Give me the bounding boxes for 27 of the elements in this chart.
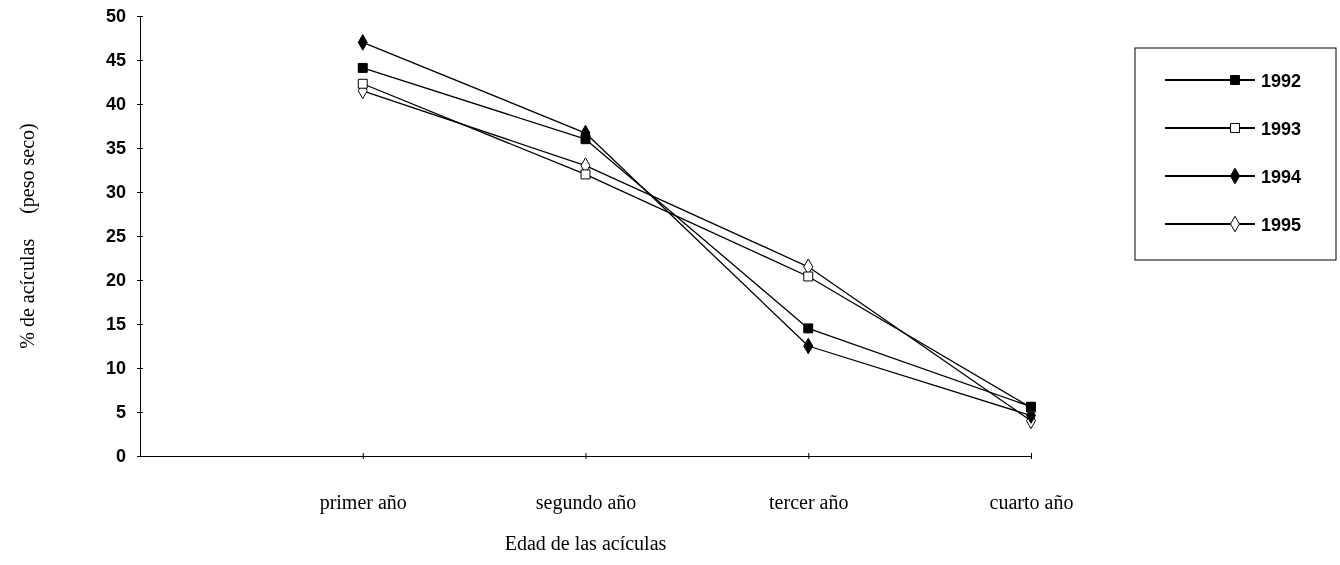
x-tick-label: cuarto año xyxy=(989,491,1074,513)
y-tick-label: 35 xyxy=(105,138,126,159)
point xyxy=(803,271,814,282)
point xyxy=(803,323,814,334)
point xyxy=(357,78,368,89)
legend-label: 1992 xyxy=(1261,71,1302,91)
y-axis-title: % de acículas (peso seco) xyxy=(16,123,39,349)
y-tick-label: 40 xyxy=(105,94,126,115)
y-tick-label: 30 xyxy=(105,182,126,203)
legend-label: 1994 xyxy=(1261,167,1302,187)
x-tick-label: segundo año xyxy=(535,491,637,514)
y-tick-label: 5 xyxy=(115,402,126,423)
x-tick-label: tercer año xyxy=(769,491,849,513)
y-tick-label: 45 xyxy=(105,50,126,71)
x-axis-title: Edad de las acículas xyxy=(504,532,667,554)
legend-label: 1995 xyxy=(1261,215,1302,235)
y-tick-label: 50 xyxy=(105,6,126,27)
point xyxy=(357,62,368,73)
y-tick-label: 25 xyxy=(105,226,126,247)
y-tick-label: 0 xyxy=(115,446,126,467)
y-tick-label: 15 xyxy=(105,314,126,335)
y-tick-label: 20 xyxy=(105,270,126,291)
point xyxy=(580,134,591,145)
y-tick-label: 10 xyxy=(105,358,126,379)
point xyxy=(580,169,591,180)
x-tick-label: primer año xyxy=(319,491,407,514)
legend-label: 1993 xyxy=(1261,119,1302,139)
